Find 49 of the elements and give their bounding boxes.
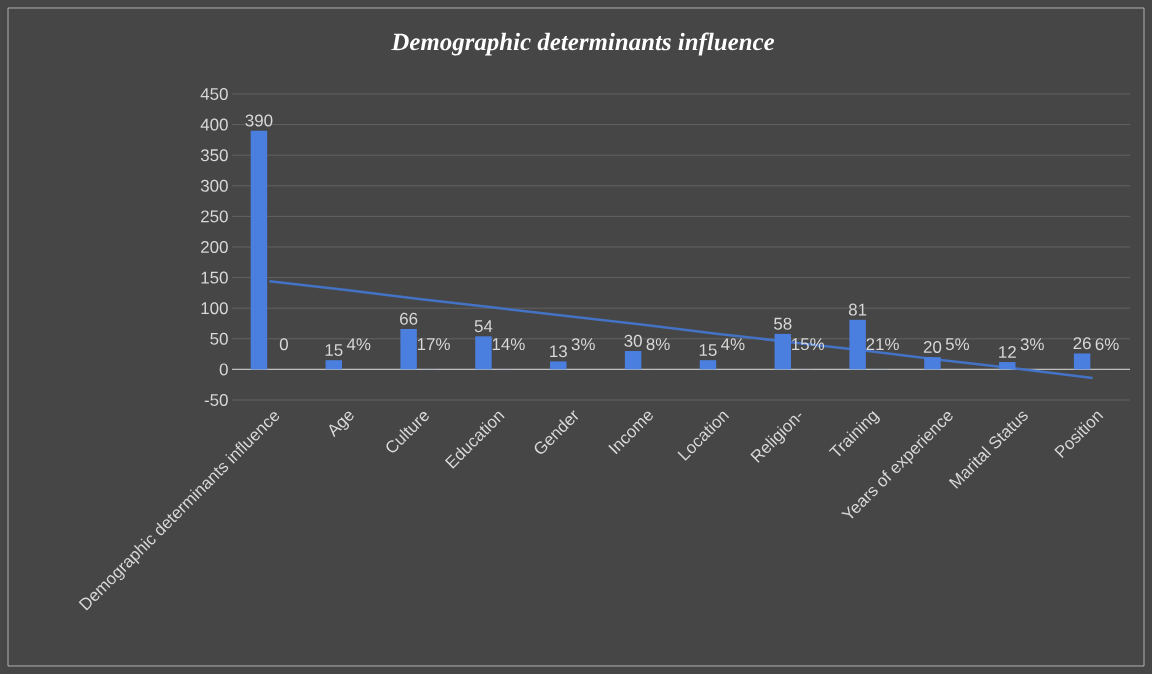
bar	[475, 336, 492, 370]
y-tick-label: 150	[201, 271, 228, 284]
bar	[999, 362, 1016, 370]
data-label: 58	[774, 317, 792, 330]
data-label: 26	[1073, 337, 1091, 350]
bar	[250, 130, 268, 370]
y-tick-label: 300	[200, 179, 228, 192]
data-label: 8%	[646, 338, 670, 351]
bar	[624, 351, 642, 370]
y-tick-label: -50	[204, 393, 228, 406]
data-label: 3%	[1020, 338, 1044, 351]
data-label: 6%	[1095, 338, 1119, 351]
data-label: 4%	[346, 338, 371, 351]
y-tick-label: 50	[210, 332, 228, 345]
data-label: 81	[848, 303, 867, 316]
bar	[924, 357, 941, 370]
data-label: 21%	[866, 338, 899, 351]
y-tick-label: 350	[200, 149, 228, 162]
y-tick-label: 450	[200, 87, 228, 100]
data-label: 30	[624, 334, 642, 347]
data-label: 12	[999, 346, 1016, 358]
data-label: 390	[245, 114, 273, 127]
data-label: 20	[923, 340, 942, 353]
y-tick-label: 100	[201, 302, 228, 315]
y-tick-label: 200	[201, 240, 228, 253]
line-series	[268, 280, 1094, 380]
data-label: 66	[400, 312, 418, 325]
chart-title: Demographic determinants influence	[391, 32, 775, 56]
data-label: 13	[550, 345, 567, 358]
bar	[550, 361, 567, 370]
y-tick-label: 250	[201, 210, 228, 223]
x-tick-label: Age	[329, 411, 354, 438]
y-tick-label: 400	[200, 118, 228, 131]
bar	[849, 319, 866, 370]
data-label: 3%	[571, 338, 595, 351]
data-label: 54	[474, 320, 493, 333]
bar	[699, 360, 717, 370]
bar	[1073, 353, 1091, 370]
bar	[325, 360, 343, 370]
data-label: 15	[325, 344, 343, 357]
y-tick-label: 0	[219, 363, 228, 376]
bar	[400, 328, 417, 370]
data-label: 4%	[721, 338, 745, 351]
data-label: 5%	[945, 338, 970, 351]
bar	[774, 333, 792, 370]
data-label: 17%	[417, 338, 450, 351]
data-label: 14%	[492, 338, 525, 351]
data-label: 0	[279, 338, 288, 351]
data-label: 15	[699, 344, 717, 357]
